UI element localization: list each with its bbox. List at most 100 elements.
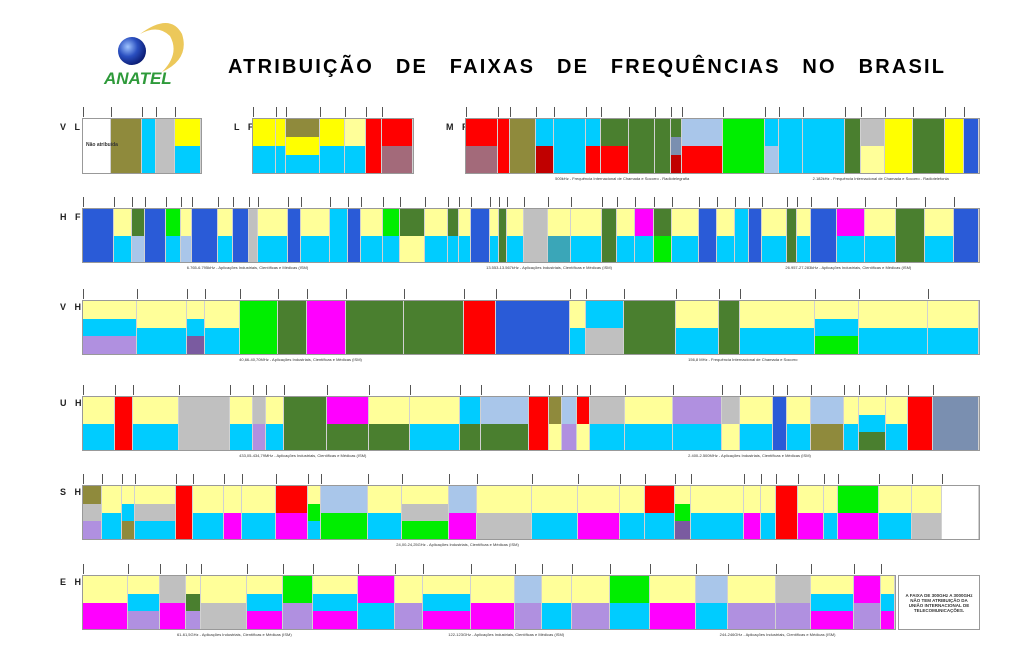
allocation-segment[interactable] [252,385,266,450]
allocation-segment[interactable] [570,289,587,354]
allocation-segment[interactable] [192,474,225,539]
allocation-segment[interactable] [134,474,177,540]
allocation-segment[interactable] [253,107,276,173]
allocation-segment[interactable] [448,474,477,539]
allocation-segment[interactable] [776,474,798,539]
allocation-segment[interactable] [191,197,218,262]
allocation-segment[interactable] [409,385,460,450]
allocation-segment[interactable] [811,385,845,450]
allocation-segment[interactable] [249,197,259,262]
allocation-segment[interactable] [464,289,497,354]
allocation-segment[interactable] [578,474,621,539]
allocation-segment[interactable] [748,197,762,262]
allocation-segment[interactable] [233,197,250,262]
allocation-segment[interactable] [155,107,175,173]
allocation-segment[interactable] [515,564,543,629]
allocation-segment[interactable] [422,564,471,630]
allocation-segment[interactable] [275,107,287,173]
allocation-segment[interactable] [329,197,349,262]
allocation-segment[interactable] [476,474,533,539]
allocation-segment[interactable] [681,107,723,173]
allocation-segment[interactable] [180,197,192,262]
allocation-segment[interactable] [498,197,508,262]
allocation-segment[interactable] [132,197,145,262]
allocation-segment[interactable] [174,107,201,173]
allocation-segment[interactable] [699,197,718,262]
allocation-segment[interactable] [507,197,525,262]
allocation-segment[interactable] [229,385,253,450]
allocation-segment[interactable] [401,474,449,540]
allocation-segment[interactable] [634,197,654,262]
allocation-segment[interactable] [629,107,656,173]
allocation-segment[interactable] [114,197,133,262]
allocation-segment[interactable] [83,564,129,629]
allocation-segment[interactable] [425,197,449,262]
allocation-segment[interactable] [548,385,563,450]
allocation-segment[interactable] [932,385,979,450]
allocation-segment[interactable] [590,385,626,450]
allocation-segment[interactable] [886,385,909,450]
allocation-segment[interactable] [815,289,859,355]
allocation-segment[interactable] [744,474,761,539]
allocation-segment[interactable] [696,564,728,629]
allocation-segment[interactable] [717,197,736,262]
allocation-segment[interactable] [718,289,740,354]
allocation-segment[interactable] [739,385,774,450]
allocation-segment[interactable] [577,385,591,450]
allocation-segment[interactable] [953,197,979,262]
allocation-segment[interactable] [650,564,697,629]
allocation-segment[interactable] [908,385,933,450]
allocation-segment[interactable] [911,474,942,539]
allocation-segment[interactable] [572,564,610,629]
allocation-segment[interactable] [382,197,400,262]
allocation-segment[interactable] [844,385,860,450]
allocation-segment[interactable] [265,385,285,450]
allocation-segment[interactable] [625,385,674,450]
allocation-segment[interactable] [854,564,882,629]
allocation-segment[interactable] [529,385,549,450]
allocation-segment[interactable] [282,564,313,629]
allocation-segment[interactable] [287,197,301,262]
allocation-segment[interactable] [524,197,549,262]
allocation-segment[interactable] [348,197,362,262]
allocation-segment[interactable] [941,474,979,539]
allocation-segment[interactable] [655,107,671,173]
allocation-segment[interactable] [858,289,928,354]
allocation-segment[interactable] [246,564,283,630]
allocation-segment[interactable] [884,107,913,173]
allocation-segment[interactable] [645,474,675,539]
allocation-segment[interactable] [320,107,346,173]
allocation-segment[interactable] [824,474,839,539]
allocation-segment[interactable] [176,474,193,539]
allocation-segment[interactable] [562,385,578,450]
allocation-segment[interactable] [186,564,202,630]
allocation-segment[interactable] [721,385,740,450]
allocation-segment[interactable] [394,564,423,629]
allocation-segment[interactable] [83,385,116,450]
allocation-segment[interactable] [326,385,370,450]
allocation-segment[interactable] [110,107,142,173]
allocation-segment[interactable] [653,197,672,262]
allocation-segment[interactable] [778,107,804,173]
allocation-segment[interactable] [481,385,530,450]
allocation-segment[interactable] [838,474,879,539]
allocation-segment[interactable] [489,197,499,262]
allocation-segment[interactable] [600,107,630,173]
allocation-segment[interactable] [553,107,586,173]
allocation-segment[interactable] [300,197,330,262]
allocation-segment[interactable] [845,107,861,173]
allocation-segment[interactable] [83,474,102,540]
allocation-segment[interactable] [787,385,812,450]
allocation-segment[interactable] [810,197,837,262]
allocation-segment[interactable] [735,197,749,262]
allocation-segment[interactable] [365,107,383,173]
allocation-segment[interactable] [878,474,912,539]
allocation-segment[interactable] [361,197,383,262]
allocation-segment[interactable] [204,289,241,354]
allocation-segment[interactable] [122,474,135,540]
allocation-segment[interactable] [159,564,187,629]
allocation-segment[interactable] [241,474,277,539]
allocation-segment[interactable] [881,564,895,630]
allocation-segment[interactable] [217,197,234,262]
allocation-segment[interactable] [585,107,601,173]
